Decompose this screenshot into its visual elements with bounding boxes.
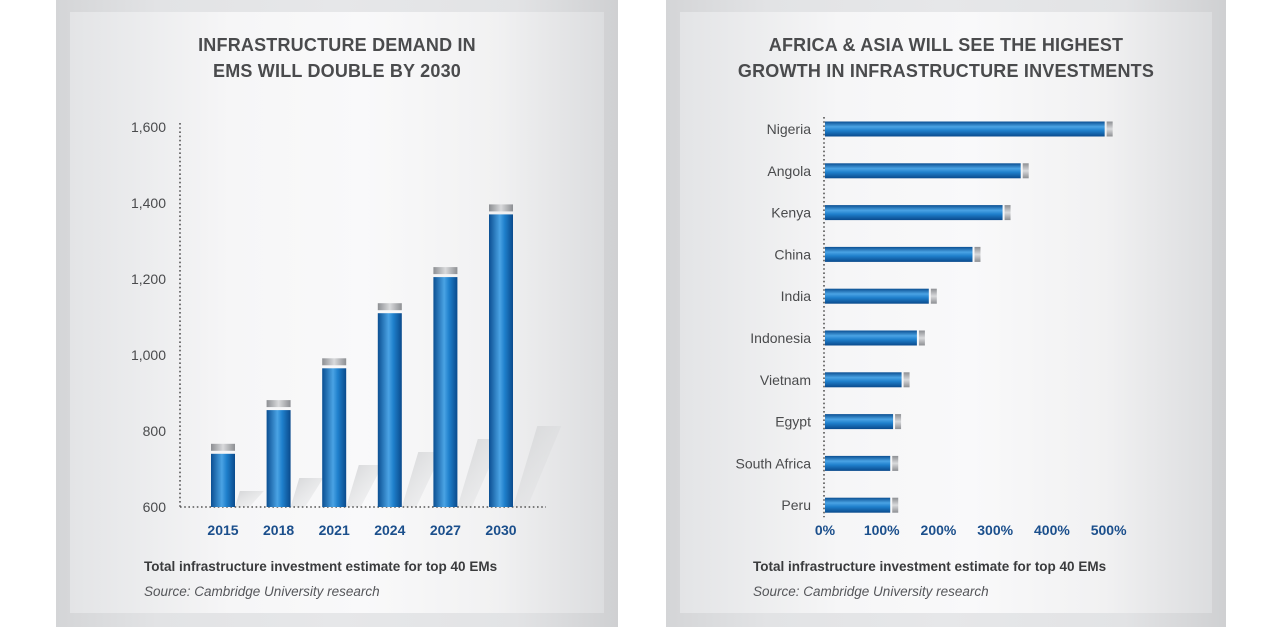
left-y-tick-label: 1,000 (131, 347, 166, 363)
right-bar-cap (918, 330, 925, 346)
right-y-tick-label: Egypt (775, 414, 811, 430)
left-bar-2021 (322, 368, 347, 507)
left-bar-shadow (513, 426, 562, 507)
left-bar-2015 (211, 453, 235, 507)
left-bar-shadow (290, 478, 324, 507)
right-bar-cap (903, 372, 910, 388)
left-bar-shadow (401, 452, 443, 507)
left-chart-title: INFRASTRUCTURE DEMAND IN EMS WILL DOUBLE… (56, 32, 618, 84)
right-bar-cap (895, 414, 902, 430)
right-bar-kenya (825, 205, 1003, 221)
right-y-tick-label: Kenya (771, 205, 811, 221)
right-y-tick-label: Peru (781, 497, 811, 513)
right-bar-vietnam (825, 372, 902, 388)
left-y-tick-label: 600 (143, 499, 167, 515)
right-bar-egypt (825, 414, 894, 430)
left-bar-2030 (489, 214, 513, 507)
right-bar-cap (892, 497, 899, 513)
right-bar-nigeria (825, 121, 1105, 137)
right-bar-china (825, 246, 973, 262)
left-bar-cap-2015 (211, 443, 235, 451)
left-x-tick-label: 2024 (374, 522, 405, 538)
left-bar-chart: 600 800 1,000 1,200 1,400 1,600 2015 2018 2021 20… (131, 119, 562, 538)
right-bar-cap (1004, 205, 1011, 221)
left-x-tick-label: 2015 (207, 522, 238, 538)
right-bar-cap (1106, 121, 1113, 137)
right-bar-chart: Nigeria Angola Kenya China India Indonesia Vie… (736, 117, 1127, 538)
left-chart-panel: INFRASTRUCTURE DEMAND IN EMS WILL DOUBLE… (56, 0, 618, 627)
right-bar-peru (825, 497, 891, 513)
right-bar-cap (974, 246, 981, 262)
right-bar-india (825, 288, 929, 304)
left-bar-shadow (235, 491, 264, 507)
right-bar-indonesia (825, 330, 917, 346)
right-y-tick-label: Nigeria (767, 121, 812, 137)
left-bar-2027 (433, 277, 458, 507)
left-x-tick-label: 2030 (485, 522, 516, 538)
right-chart-source: Source: Cambridge University research (753, 584, 989, 599)
right-y-tick-label: South Africa (736, 455, 812, 471)
left-chart-card (70, 12, 604, 613)
left-x-tick-label: 2021 (319, 522, 350, 538)
left-bar-cap-2027 (433, 267, 458, 275)
right-bar-angola (825, 163, 1021, 179)
right-title-line-2: GROWTH IN INFRASTRUCTURE INVESTMENTS (737, 61, 1155, 81)
right-x-tick-label: 400% (1034, 522, 1070, 538)
right-chart-panel: AFRICA & ASIA WILL SEE THE HIGHEST GROWT… (666, 0, 1226, 627)
right-x-tick-label: 300% (977, 522, 1013, 538)
right-title-line-1: AFRICA & ASIA WILL SEE THE HIGHEST (768, 35, 1124, 55)
left-bar-shadow (346, 465, 383, 507)
left-bar-cap-2018 (266, 400, 291, 408)
left-bar-2018 (266, 410, 291, 507)
right-bar-south-africa (825, 455, 891, 471)
right-chart-caption: Total infrastructure investment estimate… (753, 559, 1107, 574)
left-bar-cap-2030 (489, 204, 513, 212)
right-chart-title: AFRICA & ASIA WILL SEE THE HIGHEST GROWT… (666, 32, 1226, 84)
left-x-tick-label: 2027 (430, 522, 461, 538)
left-bar-2024 (377, 313, 402, 507)
right-y-tick-label: China (774, 246, 811, 262)
left-y-tick-label: 1,400 (131, 195, 166, 211)
right-x-tick-label: 500% (1091, 522, 1127, 538)
right-y-tick-label: Indonesia (750, 330, 811, 346)
left-y-tick-label: 1,600 (131, 119, 166, 135)
right-chart-card (680, 12, 1212, 613)
left-x-tick-label: 2018 (263, 522, 294, 538)
right-y-tick-label: Vietnam (760, 372, 811, 388)
right-y-tick-label: Angola (767, 163, 811, 179)
left-chart-caption: Total infrastructure investment estimate… (144, 559, 498, 574)
left-bar-cap-2021 (322, 358, 347, 366)
right-x-tick-label: 200% (921, 522, 957, 538)
right-bar-cap (892, 455, 899, 471)
left-bar-cap-2024 (377, 303, 402, 311)
left-chart-source: Source: Cambridge University research (144, 584, 380, 599)
right-x-tick-label: 100% (864, 522, 900, 538)
right-x-tick-label: 0% (815, 522, 836, 538)
left-y-tick-label: 1,200 (131, 271, 166, 287)
left-title-line-2: EMS WILL DOUBLE BY 2030 (213, 61, 461, 81)
left-title-line-1: INFRASTRUCTURE DEMAND IN (198, 35, 476, 55)
right-bar-cap (930, 288, 937, 304)
right-y-tick-label: India (781, 288, 812, 304)
right-bar-cap (1022, 163, 1029, 179)
left-y-tick-label: 800 (143, 423, 167, 439)
